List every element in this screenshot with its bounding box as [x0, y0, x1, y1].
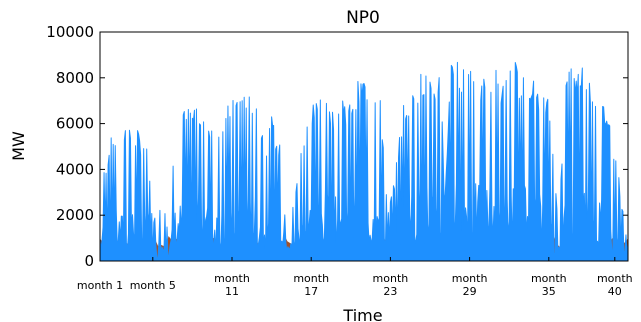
x-tick-label: month: [293, 272, 329, 285]
x-tick-label: month: [214, 272, 250, 285]
x-tick-label: 17: [304, 285, 318, 298]
y-tick-label: 4000: [56, 160, 94, 178]
x-tick-label: 23: [383, 285, 397, 298]
x-tick-label: 40: [608, 285, 622, 298]
y-tick-label: 0: [84, 252, 94, 270]
y-tick-label: 2000: [56, 206, 94, 224]
x-axis-label: Time: [342, 306, 382, 322]
x-tick-label: month: [373, 272, 409, 285]
x-tick-label: 29: [463, 285, 477, 298]
y-tick-label: 8000: [56, 69, 94, 87]
x-tick-label: month 5: [130, 279, 176, 292]
x-tick-label: 11: [225, 285, 239, 298]
y-tick-label: 6000: [56, 115, 94, 133]
plot-frame: [99, 31, 629, 262]
x-tick-label: month: [531, 272, 567, 285]
x-tick-label: month 1: [77, 279, 123, 292]
chart-title: NP0: [346, 8, 380, 28]
x-tick-label: month: [597, 272, 633, 285]
y-tick-label: 10000: [46, 23, 94, 41]
x-tick-label: 35: [542, 285, 556, 298]
series-primary-area: [99, 61, 629, 262]
y-axis-label: MW: [9, 131, 28, 161]
x-tick-label: month: [452, 272, 488, 285]
